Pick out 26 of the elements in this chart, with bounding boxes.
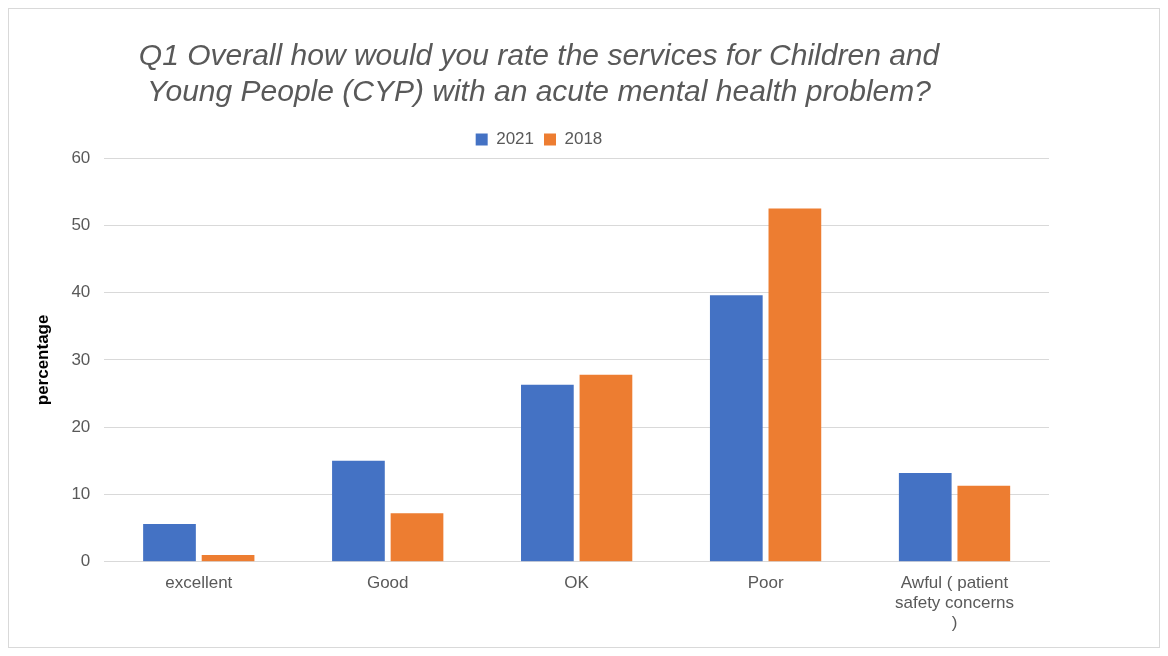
y-tick-label: 40: [71, 282, 91, 302]
y-tick-label: 0: [80, 551, 91, 571]
legend-label: 2021: [496, 129, 535, 149]
bar: [143, 524, 196, 562]
x-tick-label: Awful ( patient safety concerns ): [895, 572, 1015, 633]
x-tick-label: Poor: [747, 572, 784, 592]
legend-label: 2018: [564, 129, 603, 149]
bar: [768, 208, 822, 562]
y-tick-label: 60: [71, 147, 91, 167]
x-tick-label: OK: [564, 572, 590, 592]
x-tick-label: Good: [366, 572, 409, 592]
bar: [898, 472, 952, 562]
y-axis-title: percentage: [32, 314, 52, 406]
bar: [201, 555, 255, 562]
bar: [390, 513, 444, 562]
bar: [709, 295, 763, 562]
y-tick-label: 10: [71, 484, 91, 504]
bar: [332, 460, 385, 562]
y-tick-label: 30: [71, 349, 91, 369]
y-tick-label: 20: [71, 416, 91, 436]
bar: [579, 374, 633, 562]
x-tick-label: excellent: [165, 572, 233, 592]
bar: [957, 485, 1011, 562]
chart-title: Q1 Overall how would you rate the services for Children and Young People (CYP) with an acute mental health problem?: [138, 38, 941, 108]
bar: [521, 384, 574, 562]
y-tick-label: 50: [71, 214, 91, 234]
